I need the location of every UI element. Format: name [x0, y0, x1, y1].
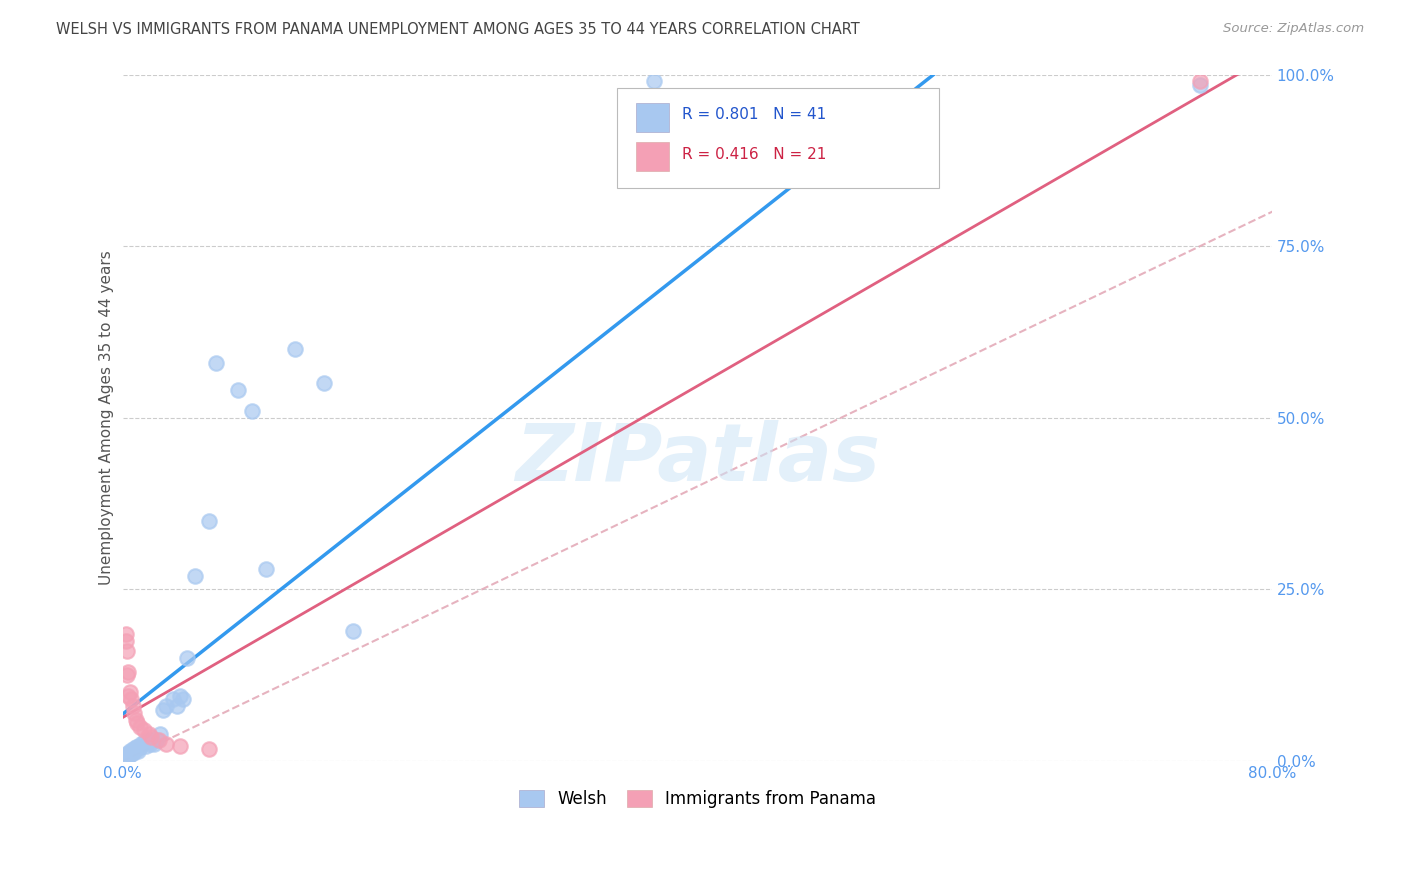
Point: [134, 723, 156, 738]
Point: [240, 404, 263, 418]
Point: [312, 376, 335, 391]
Point: [125, 740, 148, 755]
Point: [149, 726, 172, 740]
Point: [226, 384, 249, 398]
Point: [114, 627, 136, 641]
FancyBboxPatch shape: [637, 142, 669, 170]
Point: [117, 748, 139, 763]
Point: [172, 692, 194, 706]
Point: [117, 665, 139, 679]
Point: [125, 716, 148, 731]
FancyBboxPatch shape: [617, 88, 939, 188]
Point: [118, 685, 141, 699]
Point: [121, 699, 143, 714]
Point: [342, 624, 364, 638]
Point: [131, 737, 153, 751]
Legend: Welsh, Immigrants from Panama: Welsh, Immigrants from Panama: [512, 783, 883, 814]
Point: [118, 747, 141, 762]
Point: [148, 733, 170, 747]
Text: ZIPatlas: ZIPatlas: [515, 420, 880, 498]
Point: [120, 747, 142, 762]
Point: [1189, 78, 1212, 92]
Point: [176, 651, 198, 665]
Point: [125, 741, 148, 756]
Text: R = 0.801   N = 41: R = 0.801 N = 41: [682, 107, 827, 122]
Point: [129, 740, 152, 755]
Point: [198, 741, 221, 756]
Text: R = 0.416   N = 21: R = 0.416 N = 21: [682, 146, 827, 161]
Point: [1189, 74, 1212, 88]
Point: [169, 739, 191, 753]
Text: WELSH VS IMMIGRANTS FROM PANAMA UNEMPLOYMENT AMONG AGES 35 TO 44 YEARS CORRELATI: WELSH VS IMMIGRANTS FROM PANAMA UNEMPLOY…: [56, 22, 860, 37]
Point: [155, 699, 177, 714]
Point: [139, 737, 162, 751]
Point: [146, 733, 169, 747]
Point: [166, 699, 188, 714]
Point: [120, 692, 142, 706]
Point: [122, 706, 145, 720]
Point: [134, 735, 156, 749]
Point: [118, 744, 141, 758]
Point: [115, 644, 138, 658]
Point: [135, 739, 157, 753]
Point: [198, 514, 221, 528]
Point: [117, 746, 139, 760]
Point: [169, 689, 191, 703]
Point: [121, 746, 143, 760]
Text: Source: ZipAtlas.com: Source: ZipAtlas.com: [1223, 22, 1364, 36]
Point: [138, 733, 160, 747]
Point: [128, 744, 150, 758]
Point: [117, 689, 139, 703]
Point: [141, 730, 163, 744]
Point: [124, 740, 146, 755]
Point: [143, 737, 166, 751]
Point: [155, 737, 177, 751]
Y-axis label: Unemployment Among Ages 35 to 44 years: Unemployment Among Ages 35 to 44 years: [100, 251, 114, 585]
Point: [138, 726, 160, 740]
Point: [121, 741, 143, 756]
Point: [254, 562, 277, 576]
FancyBboxPatch shape: [637, 103, 669, 131]
Point: [124, 713, 146, 727]
Point: [152, 702, 174, 716]
Point: [205, 356, 228, 370]
Point: [162, 692, 184, 706]
Point: [114, 634, 136, 648]
Point: [141, 733, 163, 747]
Point: [129, 720, 152, 734]
Point: [183, 568, 205, 582]
Point: [122, 744, 145, 758]
Point: [284, 342, 307, 356]
Point: [643, 74, 665, 88]
Point: [115, 668, 138, 682]
Point: [115, 750, 138, 764]
